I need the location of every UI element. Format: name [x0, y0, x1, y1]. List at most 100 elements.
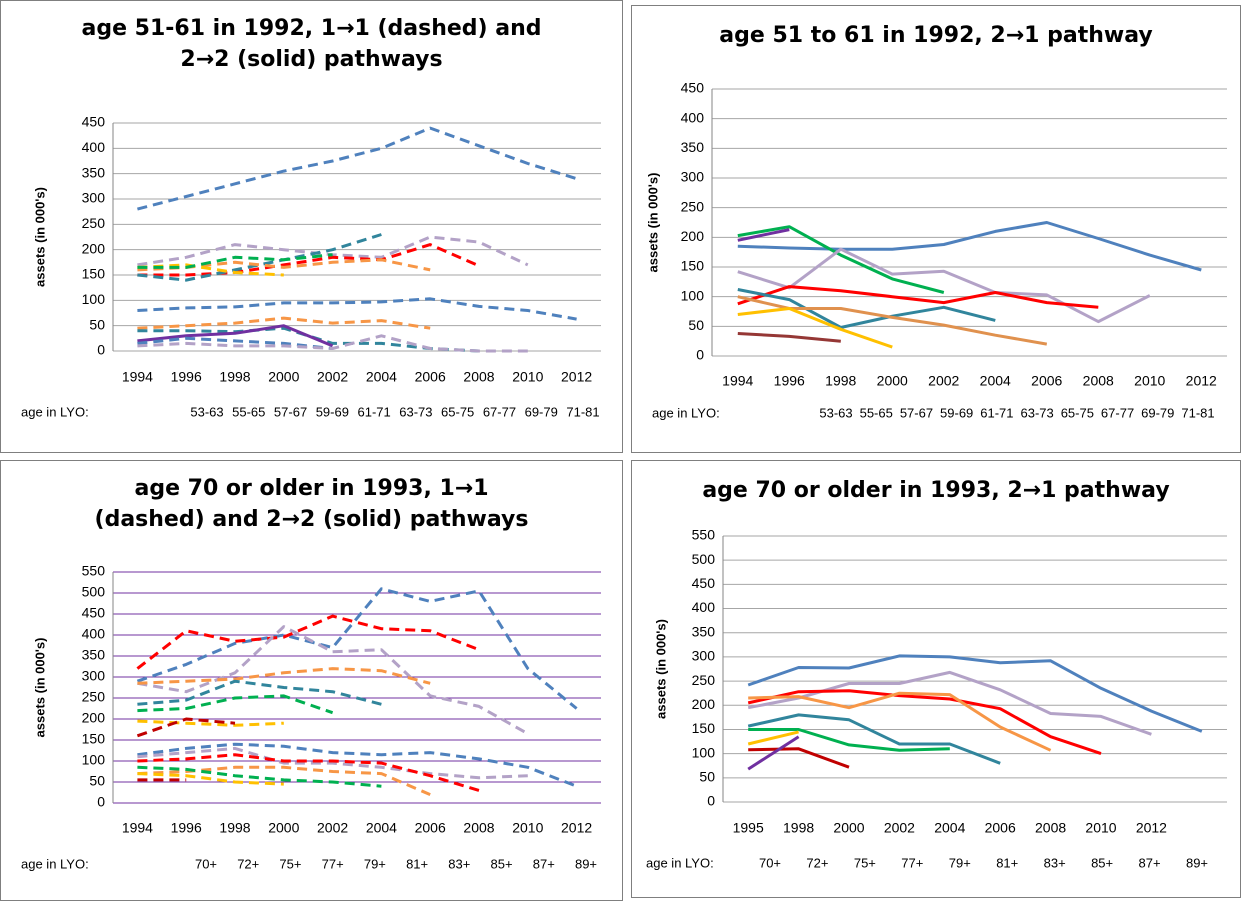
x-tick-label: 2002 — [317, 369, 348, 385]
panel: 0 50 100 150 200 250 300 350 400 450 500 550 assets … — [631, 460, 1241, 898]
age-label: 57-67 — [900, 405, 933, 420]
age-label: 79+ — [364, 856, 386, 871]
y-axis-title: assets (in 000's) — [653, 619, 668, 719]
x-tick-label: 2006 — [415, 820, 446, 836]
x-tick-label: 2006 — [985, 820, 1016, 836]
x-tick-label: 2004 — [366, 369, 397, 385]
series-line — [137, 765, 382, 788]
x-tick-label: 2010 — [1085, 820, 1116, 836]
age-label: 70+ — [759, 855, 781, 870]
panel: 0 50 100 150 200 250 300 350 400 450 assets (in 00… — [0, 0, 623, 453]
y-tick-label: 50 — [89, 316, 105, 332]
y-tick-label: 200 — [82, 240, 106, 256]
y-tick-label: 0 — [97, 342, 105, 358]
series-line — [137, 316, 431, 330]
x-tick-label: 2006 — [1031, 373, 1062, 389]
series-line — [137, 297, 577, 321]
x-tick-label: 2010 — [512, 820, 543, 836]
series-line — [137, 753, 480, 792]
y-tick-label: 50 — [89, 773, 105, 789]
chart-title: age 51 to 61 in 1992, 2→1 pathway — [719, 23, 1153, 48]
age-label: 59-69 — [316, 404, 349, 419]
age-label: 81+ — [996, 855, 1018, 870]
age-label: 53-63 — [190, 404, 223, 419]
age-label: 85+ — [1091, 855, 1113, 870]
age-label: 75+ — [854, 855, 876, 870]
y-tick-label: 200 — [82, 710, 106, 726]
x-tick-label: 2000 — [833, 820, 864, 836]
age-label: 67-77 — [483, 404, 516, 419]
chart: 0 50 100 150 200 250 300 350 400 450 assets (in 00… — [645, 80, 1227, 420]
age-label: 69-79 — [525, 404, 558, 419]
y-tick-label: 150 — [692, 720, 716, 736]
x-tick-label: 2008 — [463, 820, 494, 836]
x-tick-label: 2012 — [561, 369, 592, 385]
series-line — [747, 654, 1203, 733]
series-line — [136, 717, 236, 738]
x-tick-label: 1998 — [219, 369, 250, 385]
age-label: 63-73 — [1020, 405, 1053, 420]
age-label: 77+ — [901, 855, 923, 870]
age-label: 81+ — [406, 856, 428, 871]
age-label: 59-69 — [940, 405, 973, 420]
y-tick-label: 550 — [692, 527, 716, 543]
age-label: 83+ — [1044, 855, 1066, 870]
age-label: 61-71 — [980, 405, 1013, 420]
y-tick-label: 400 — [82, 139, 106, 155]
y-tick-label: 350 — [692, 623, 716, 639]
x-tick-label: 1998 — [825, 373, 856, 389]
age-label: 77+ — [322, 856, 344, 871]
y-tick-label: 0 — [696, 347, 704, 363]
age-label: 87+ — [1139, 855, 1161, 870]
y-tick-label: 50 — [688, 317, 704, 333]
y-tick-label: 350 — [82, 164, 106, 180]
age-label: 61-71 — [357, 404, 390, 419]
series-line — [747, 689, 1102, 756]
series-line — [747, 670, 1152, 736]
x-tick-label: 2012 — [1136, 820, 1167, 836]
y-tick-label: 350 — [681, 139, 705, 155]
y-tick-label: 200 — [681, 228, 705, 244]
series-line — [137, 742, 578, 788]
x-tick-label: 2002 — [928, 373, 959, 389]
y-tick-label: 100 — [681, 287, 705, 303]
series-line — [137, 243, 480, 277]
y-tick-label: 100 — [82, 752, 106, 768]
x-tick-label: 2004 — [366, 820, 397, 836]
series-line — [137, 253, 333, 269]
series-line — [747, 713, 1001, 765]
chart: 0 50 100 150 200 250 300 350 400 450 assets (in 00… — [21, 114, 601, 419]
y-tick-label: 100 — [692, 744, 716, 760]
age-label: 65-75 — [1061, 405, 1094, 420]
age-label: 72+ — [806, 855, 828, 870]
y-tick-label: 300 — [82, 668, 106, 684]
series-line — [136, 587, 578, 710]
series-line — [747, 735, 800, 771]
age-label: 87+ — [533, 856, 555, 871]
x-tick-label: 1996 — [171, 369, 202, 385]
series-line — [737, 247, 1151, 324]
series-line — [737, 307, 893, 349]
y-tick-label: 550 — [82, 563, 106, 579]
y-tick-label: 400 — [692, 599, 716, 615]
age-label: 69-79 — [1141, 405, 1174, 420]
y-tick-label: 150 — [82, 731, 106, 747]
y-axis-title: assets (in 000's) — [32, 187, 47, 287]
series-line — [737, 285, 1099, 309]
age-row-label: age in LYO: — [21, 404, 89, 419]
y-tick-label: 450 — [681, 80, 705, 96]
age-row-label: age in LYO: — [21, 856, 89, 871]
y-tick-label: 150 — [82, 266, 106, 282]
y-tick-label: 150 — [681, 258, 705, 274]
age-label: 67-77 — [1101, 405, 1134, 420]
y-tick-label: 300 — [82, 190, 106, 206]
y-tick-label: 400 — [681, 109, 705, 125]
age-label: 89+ — [575, 856, 597, 871]
series-line — [137, 324, 334, 348]
x-tick-label: 2002 — [317, 820, 348, 836]
age-label: 55-65 — [232, 404, 265, 419]
series-line — [737, 221, 1202, 272]
x-tick-label: 2000 — [268, 820, 299, 836]
y-tick-label: 450 — [692, 575, 716, 591]
